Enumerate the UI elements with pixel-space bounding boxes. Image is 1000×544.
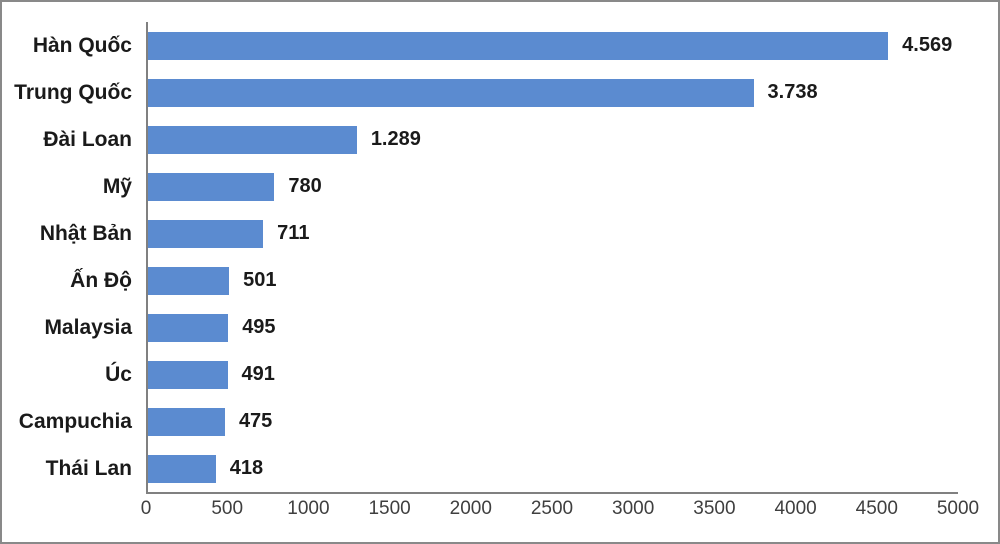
bar (148, 31, 889, 60)
x-axis-tick-label: 2500 (530, 498, 574, 519)
x-axis-tick-label: 4000 (774, 498, 817, 519)
category-label: Mỹ (102, 174, 132, 198)
x-axis-tick-label: 3000 (612, 498, 655, 519)
category-label: Úc (105, 362, 132, 386)
value-label: 495 (242, 316, 276, 338)
value-label: 711 (277, 222, 310, 244)
category-label: Đài Loan (43, 127, 132, 151)
bar-row: 501 (148, 257, 958, 304)
bar-row: 475 (148, 398, 958, 445)
category-label: Trung Quốc (14, 80, 132, 104)
bar-row: 3.738 (148, 69, 958, 116)
category-label: Malaysia (44, 315, 132, 339)
x-axis-tick-label: 3500 (693, 498, 736, 519)
bar (148, 125, 357, 154)
x-axis-tick-label: 1000 (287, 498, 330, 519)
category-label: Hàn Quốc (32, 33, 132, 57)
value-label: 501 (243, 269, 277, 291)
category-axis: Hàn Quốc Trung Quốc Đài Loan Mỹ Nhật Bản Ấn Đ… (2, 22, 132, 492)
bar-row: 491 (148, 351, 958, 398)
category-label: Ấn Độ (70, 268, 132, 292)
value-label: 491 (241, 363, 275, 385)
category-label: Thái Lan (45, 456, 132, 480)
bar-row: 711 (148, 210, 958, 257)
category-label: Nhật Bản (39, 221, 132, 245)
x-axis-tick-label: 5000 (936, 498, 980, 519)
value-label: 780 (288, 175, 322, 197)
x-axis-tick-label: 1500 (368, 498, 411, 519)
bar (148, 407, 225, 436)
bar-row: 495 (148, 304, 958, 351)
bar (148, 360, 228, 389)
bar-row: 4.569 (148, 22, 958, 69)
bar (148, 219, 264, 248)
value-label: 1.289 (370, 128, 421, 150)
value-axis: 0 500 1000 1500 2000 2500 3000 3500 4000 4500 5000 (141, 498, 979, 534)
x-axis-tick-label: 4500 (855, 498, 898, 519)
bar-row: 780 (148, 163, 958, 210)
bar-row: 418 (148, 445, 958, 492)
x-axis-tick-label: 500 (211, 498, 244, 519)
bar (148, 78, 754, 107)
value-label: 475 (238, 410, 273, 432)
bar (148, 172, 275, 201)
plot-area: 4.569 3.738 1.289 780 711 501 495 491 475 418 (146, 22, 958, 494)
bar (148, 266, 230, 295)
bar-row: 1.289 (148, 116, 958, 163)
x-axis-tick-label: 2000 (449, 498, 492, 519)
bar (148, 454, 216, 483)
value-label: 3.738 (767, 81, 818, 103)
category-label: Campuchia (18, 409, 132, 433)
x-axis-tick-label: 0 (140, 498, 152, 519)
value-label: 4.569 (902, 34, 953, 56)
value-label: 418 (229, 457, 264, 479)
bar (148, 313, 229, 342)
